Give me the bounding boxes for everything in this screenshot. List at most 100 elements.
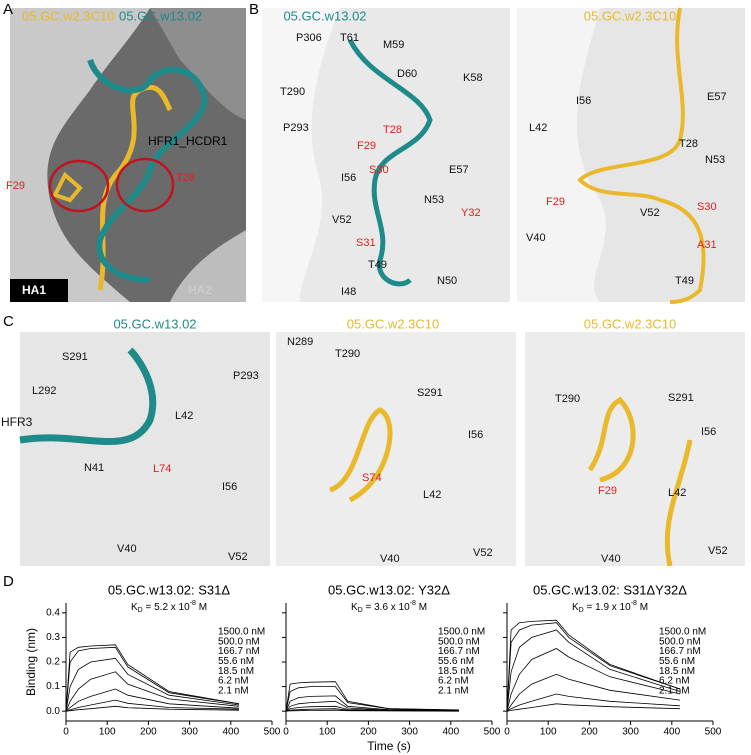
residue-label: N50	[437, 275, 457, 287]
y-tick-label: 0.1	[46, 681, 60, 692]
residue-label: Y32	[461, 207, 481, 219]
legend-label: 18.5 nM	[659, 666, 695, 677]
residue-label: M59	[383, 39, 404, 51]
x-tick-label: 100	[540, 727, 557, 738]
x-tick-label: 500	[264, 727, 281, 738]
residue-label: V40	[601, 553, 621, 565]
panel-c-image	[19, 332, 745, 567]
residue-label: I56	[222, 481, 237, 493]
legend-label: 18.5 nM	[218, 666, 254, 677]
chart-title: 05.GC.w13.02: S31Δ	[108, 582, 230, 597]
binding-curve	[285, 695, 460, 712]
legend-label: 6.2 nM	[659, 676, 690, 687]
binding-curve	[65, 657, 240, 712]
chart: 05.GC.w13.02: S31Δ KD = 5.2 x 10-8 M 0.0 0.…	[24, 582, 281, 737]
residue-label: N53	[424, 194, 444, 206]
panel-label: C	[3, 313, 14, 330]
residue-label: T28	[679, 138, 698, 150]
panel-label: B	[249, 1, 259, 18]
residue-label: S291	[668, 392, 694, 404]
subtitle-part: = 1.9 x 10	[584, 602, 631, 613]
residue-label: S30	[697, 201, 717, 213]
panel-label: D	[3, 573, 14, 590]
residue-label: L42	[175, 410, 193, 422]
subtitle-part: = 3.6 x 10	[363, 602, 410, 613]
panel-a-image	[10, 8, 246, 302]
panel-title: 05.GC.w2.3C10	[584, 316, 677, 331]
legend-label: 55.6 nM	[218, 656, 254, 667]
residue-label: E57	[449, 164, 469, 176]
annotation: HA2	[188, 283, 212, 297]
residue-label: I56	[468, 429, 483, 441]
residue-label: I56	[341, 172, 356, 184]
x-tick-label: 500	[484, 727, 501, 738]
chart-subtitle: KD = 3.6 x 10-8 M	[351, 600, 427, 614]
binding-curve	[506, 622, 681, 712]
binding-curve	[506, 693, 681, 712]
legend-label: 166.7 nM	[659, 646, 701, 657]
binding-curve	[506, 648, 681, 712]
binding-curve	[506, 629, 681, 712]
subtitle-part: M	[196, 602, 207, 613]
residue-label: T49	[675, 275, 694, 287]
subtitle-part: M	[416, 602, 427, 613]
x-tick-label: 0	[283, 727, 289, 738]
residue-label: P293	[283, 122, 309, 134]
chart-subtitle: KD = 5.2 x 10-8 M	[131, 600, 207, 614]
annotation: HA1	[22, 283, 46, 297]
y-tick-label: 0.4	[46, 607, 60, 618]
residue-label: T49	[368, 259, 387, 271]
binding-curve	[65, 705, 240, 712]
y-tick-label: 0.0	[46, 706, 60, 717]
legend-label: 05.GC.w13.02	[119, 8, 202, 23]
legend-label: 18.5 nM	[438, 666, 474, 677]
residue-label: T61	[340, 32, 359, 44]
legend-label: 1500.0 nM	[218, 627, 265, 638]
x-tick-label: 200	[581, 727, 598, 738]
residue-label: K58	[463, 72, 483, 84]
residue-label: V52	[640, 207, 660, 219]
binding-curve	[65, 671, 240, 712]
subtitle-part: D	[358, 607, 363, 614]
residue-label: V52	[228, 551, 248, 563]
residue-label: T28	[383, 124, 402, 136]
x-tick-label: 300	[401, 727, 418, 738]
binding-curve	[65, 646, 240, 712]
legend-label: 166.7 nM	[438, 646, 480, 657]
x-tick-label: 400	[442, 727, 459, 738]
legend-label: 1500.0 nM	[438, 627, 485, 638]
subtitle-part: -8	[190, 600, 196, 607]
x-axis-label: Time (s)	[367, 739, 411, 753]
residue-label: T290	[335, 348, 360, 360]
residue-label: S291	[62, 351, 88, 363]
residue-label: D60	[397, 68, 417, 80]
chart-title: 05.GC.w13.02: Y32Δ	[328, 582, 450, 597]
legend-label: 2.1 nM	[659, 685, 690, 696]
x-tick-label: 300	[622, 727, 639, 738]
subtitle-part: M	[637, 602, 648, 613]
x-tick-label: 0	[63, 727, 69, 738]
y-tick-label: 0.3	[46, 632, 60, 643]
x-tick-label: 100	[319, 727, 336, 738]
legend-label: 2.1 nM	[438, 685, 469, 696]
legend-label: 500.0 nM	[218, 636, 260, 647]
residue-label: S291	[417, 387, 443, 399]
binding-curve	[506, 619, 681, 712]
legend-label: 05.GC.w2.3C10	[22, 8, 115, 23]
legend-label: 6.2 nM	[438, 676, 469, 687]
subtitle-part: -8	[631, 600, 637, 607]
residue-label: L42	[529, 122, 547, 134]
subtitle-part: K	[572, 602, 579, 613]
residue-label: I56	[576, 95, 591, 107]
residue-label: V52	[708, 545, 728, 557]
residue-label: HFR3	[1, 415, 33, 429]
residue-label: V52	[473, 547, 493, 559]
subtitle-part: K	[351, 602, 358, 613]
x-tick-label: 400	[222, 727, 239, 738]
residue-label: P293	[233, 370, 259, 382]
panel-b-image	[262, 7, 745, 304]
x-tick-label: 500	[705, 727, 722, 738]
x-tick-label: 400	[663, 727, 680, 738]
residue-label: I56	[701, 426, 716, 438]
